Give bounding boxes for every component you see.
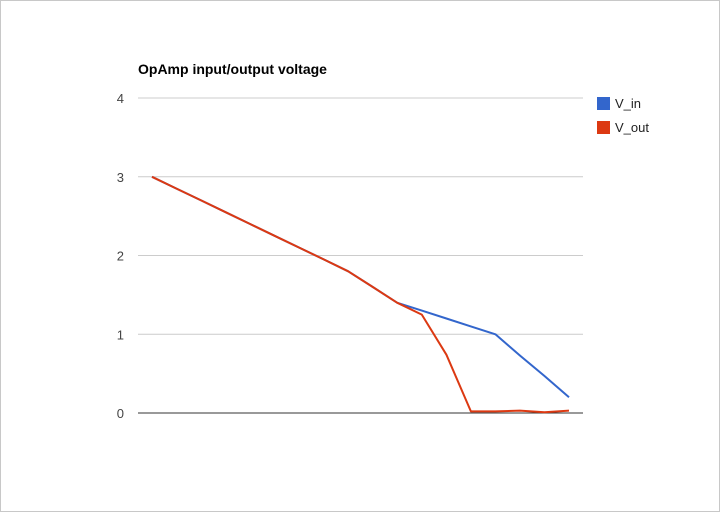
legend-item[interactable]: V_out	[597, 120, 649, 135]
legend: V_in V_out	[597, 96, 649, 135]
y-tick-label: 0	[117, 406, 124, 421]
series-line-v-in	[151, 175, 570, 399]
series-lines	[151, 175, 570, 414]
series-line-v-out	[151, 175, 570, 414]
y-axis-ticks: 0 1 2 3 4	[117, 91, 124, 421]
grid-lines	[138, 97, 583, 414]
y-tick-label: 4	[117, 91, 124, 106]
legend-label: V_in	[615, 96, 641, 111]
y-tick-label: 1	[117, 327, 124, 342]
y-tick-label: 3	[117, 170, 124, 185]
legend-item[interactable]: V_in	[597, 96, 641, 111]
chart-title: OpAmp input/output voltage	[138, 61, 327, 77]
legend-label: V_out	[615, 120, 649, 135]
legend-swatch	[597, 97, 610, 110]
y-tick-label: 2	[117, 249, 124, 264]
legend-swatch	[597, 121, 610, 134]
